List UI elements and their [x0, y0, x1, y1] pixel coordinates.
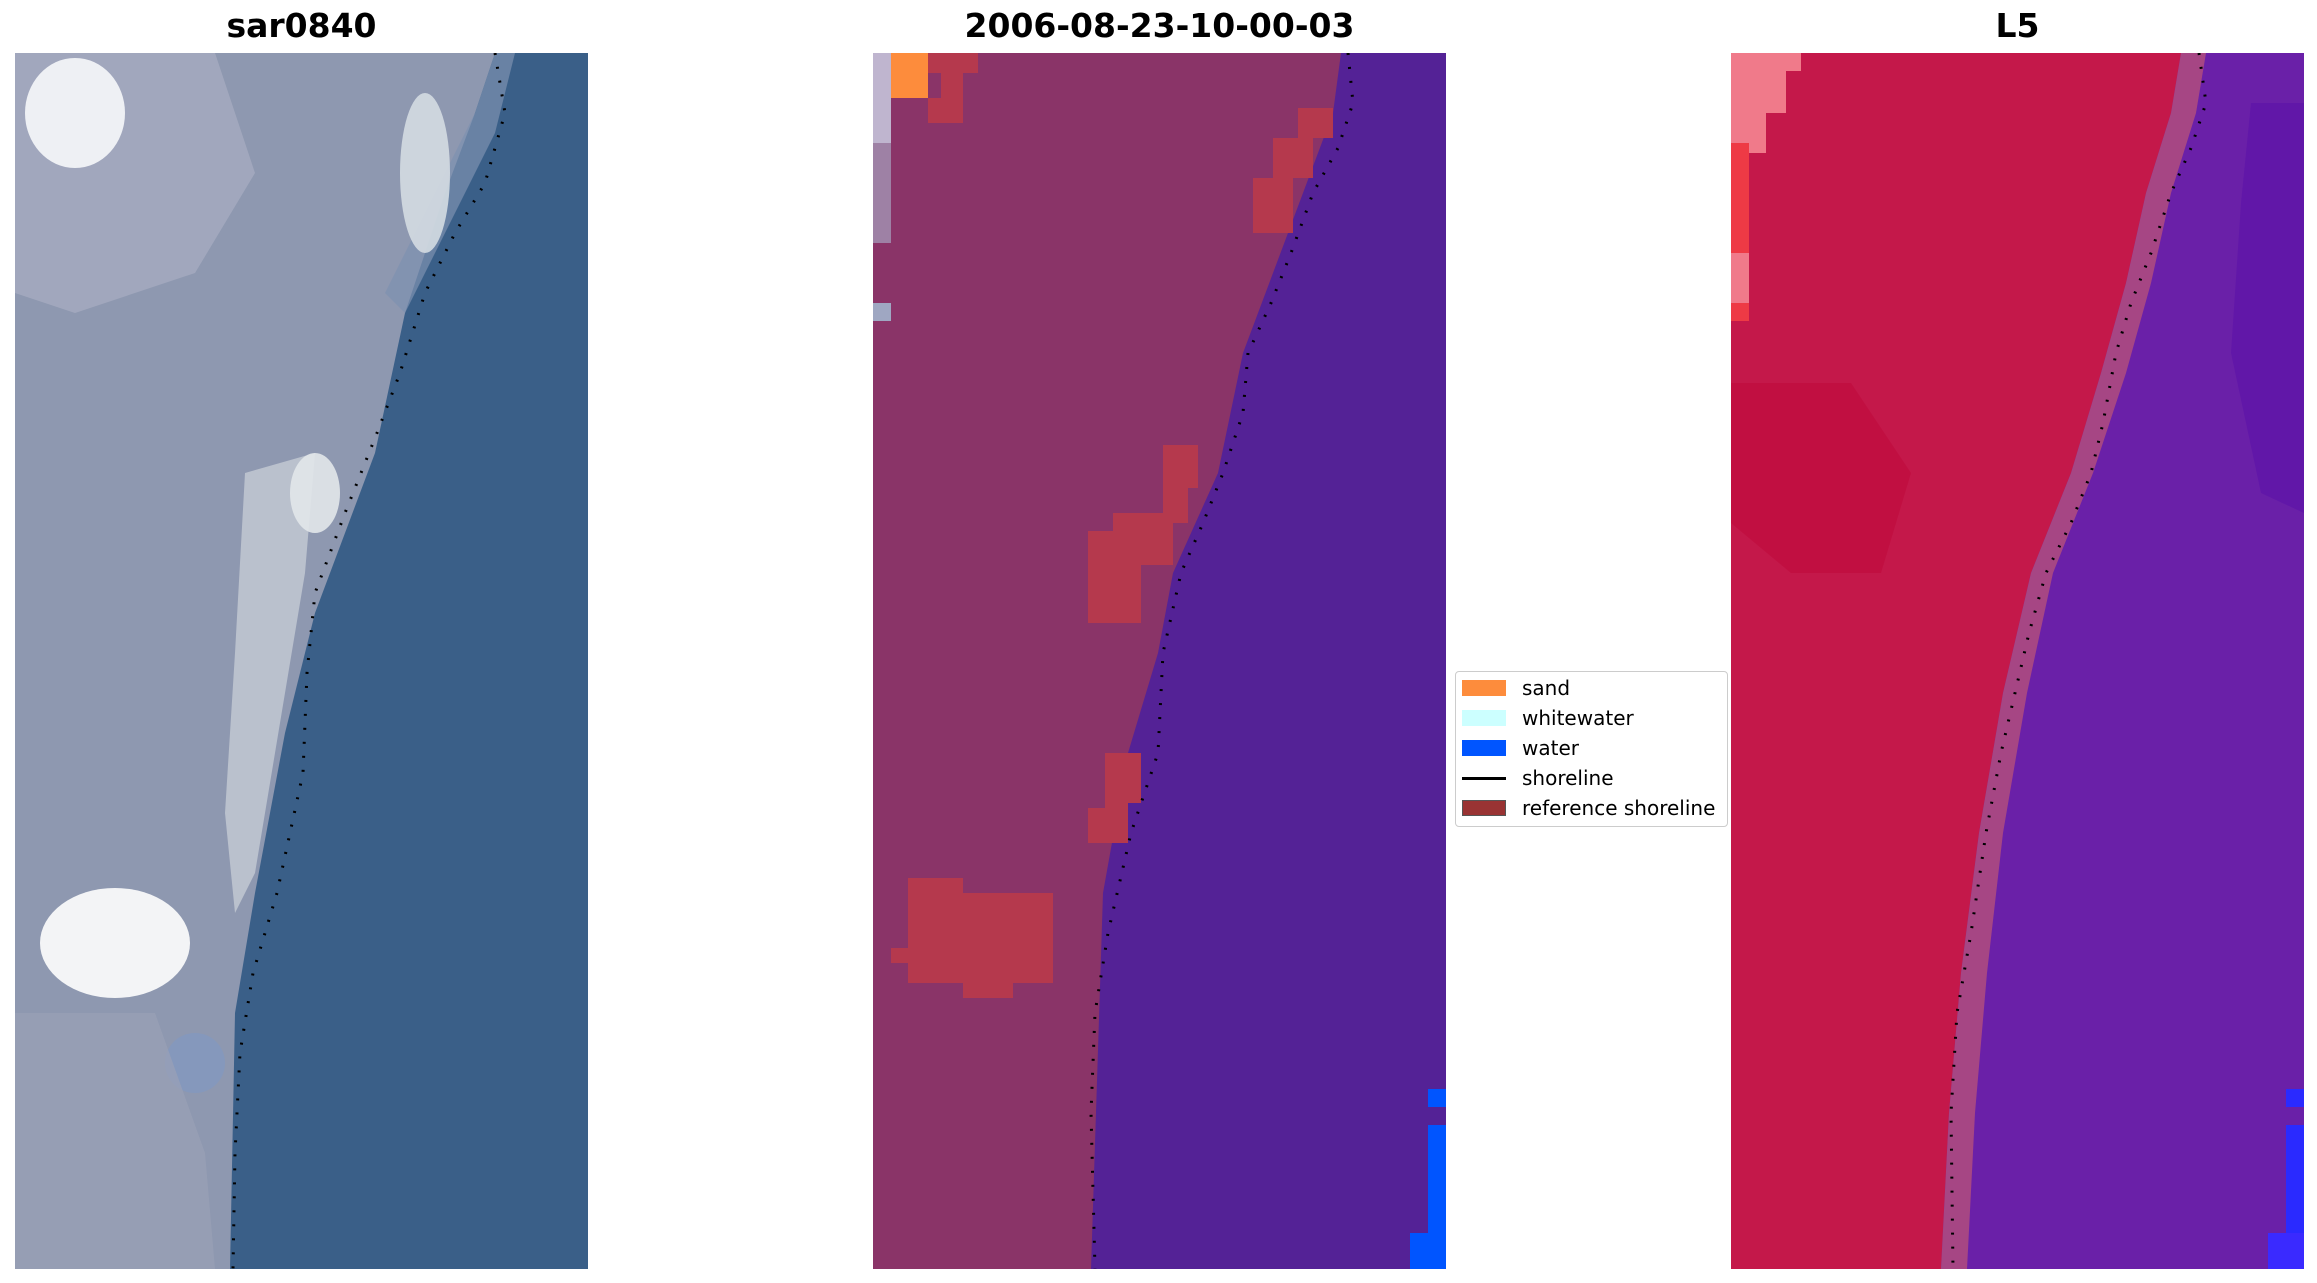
legend-item-reference-shoreline: reference shoreline — [1462, 796, 1715, 820]
legend: sand whitewater water shoreline referenc… — [1455, 671, 1728, 827]
index-image — [1731, 53, 2304, 1269]
legend-item-water: water — [1462, 736, 1579, 760]
rgb-image — [15, 53, 588, 1269]
legend-label-water: water — [1522, 736, 1579, 760]
panel-title-rgb: sar0840 — [226, 6, 377, 45]
legend-label-reference-shoreline: reference shoreline — [1522, 796, 1716, 820]
panel-title-classified: 2006-08-23-10-00-03 — [964, 6, 1355, 45]
classified-image-panel — [873, 53, 1446, 1269]
legend-label-whitewater: whitewater — [1522, 706, 1634, 730]
legend-item-shoreline: shoreline — [1462, 766, 1614, 790]
legend-label-sand: sand — [1522, 676, 1571, 700]
legend-label-shoreline: shoreline — [1522, 766, 1614, 790]
panel-title-index: L5 — [1995, 6, 2040, 45]
rgb-image-panel — [15, 53, 588, 1269]
legend-swatch-whitewater — [1462, 710, 1506, 726]
legend-line-shoreline — [1462, 776, 1506, 780]
legend-swatch-sand — [1462, 680, 1506, 696]
legend-item-whitewater: whitewater — [1462, 706, 1634, 730]
index-image-panel — [1731, 53, 2304, 1269]
legend-swatch-water — [1462, 740, 1506, 756]
classified-image — [873, 53, 1446, 1269]
legend-item-sand: sand — [1462, 676, 1570, 700]
legend-swatch-reference-shoreline — [1462, 800, 1506, 816]
